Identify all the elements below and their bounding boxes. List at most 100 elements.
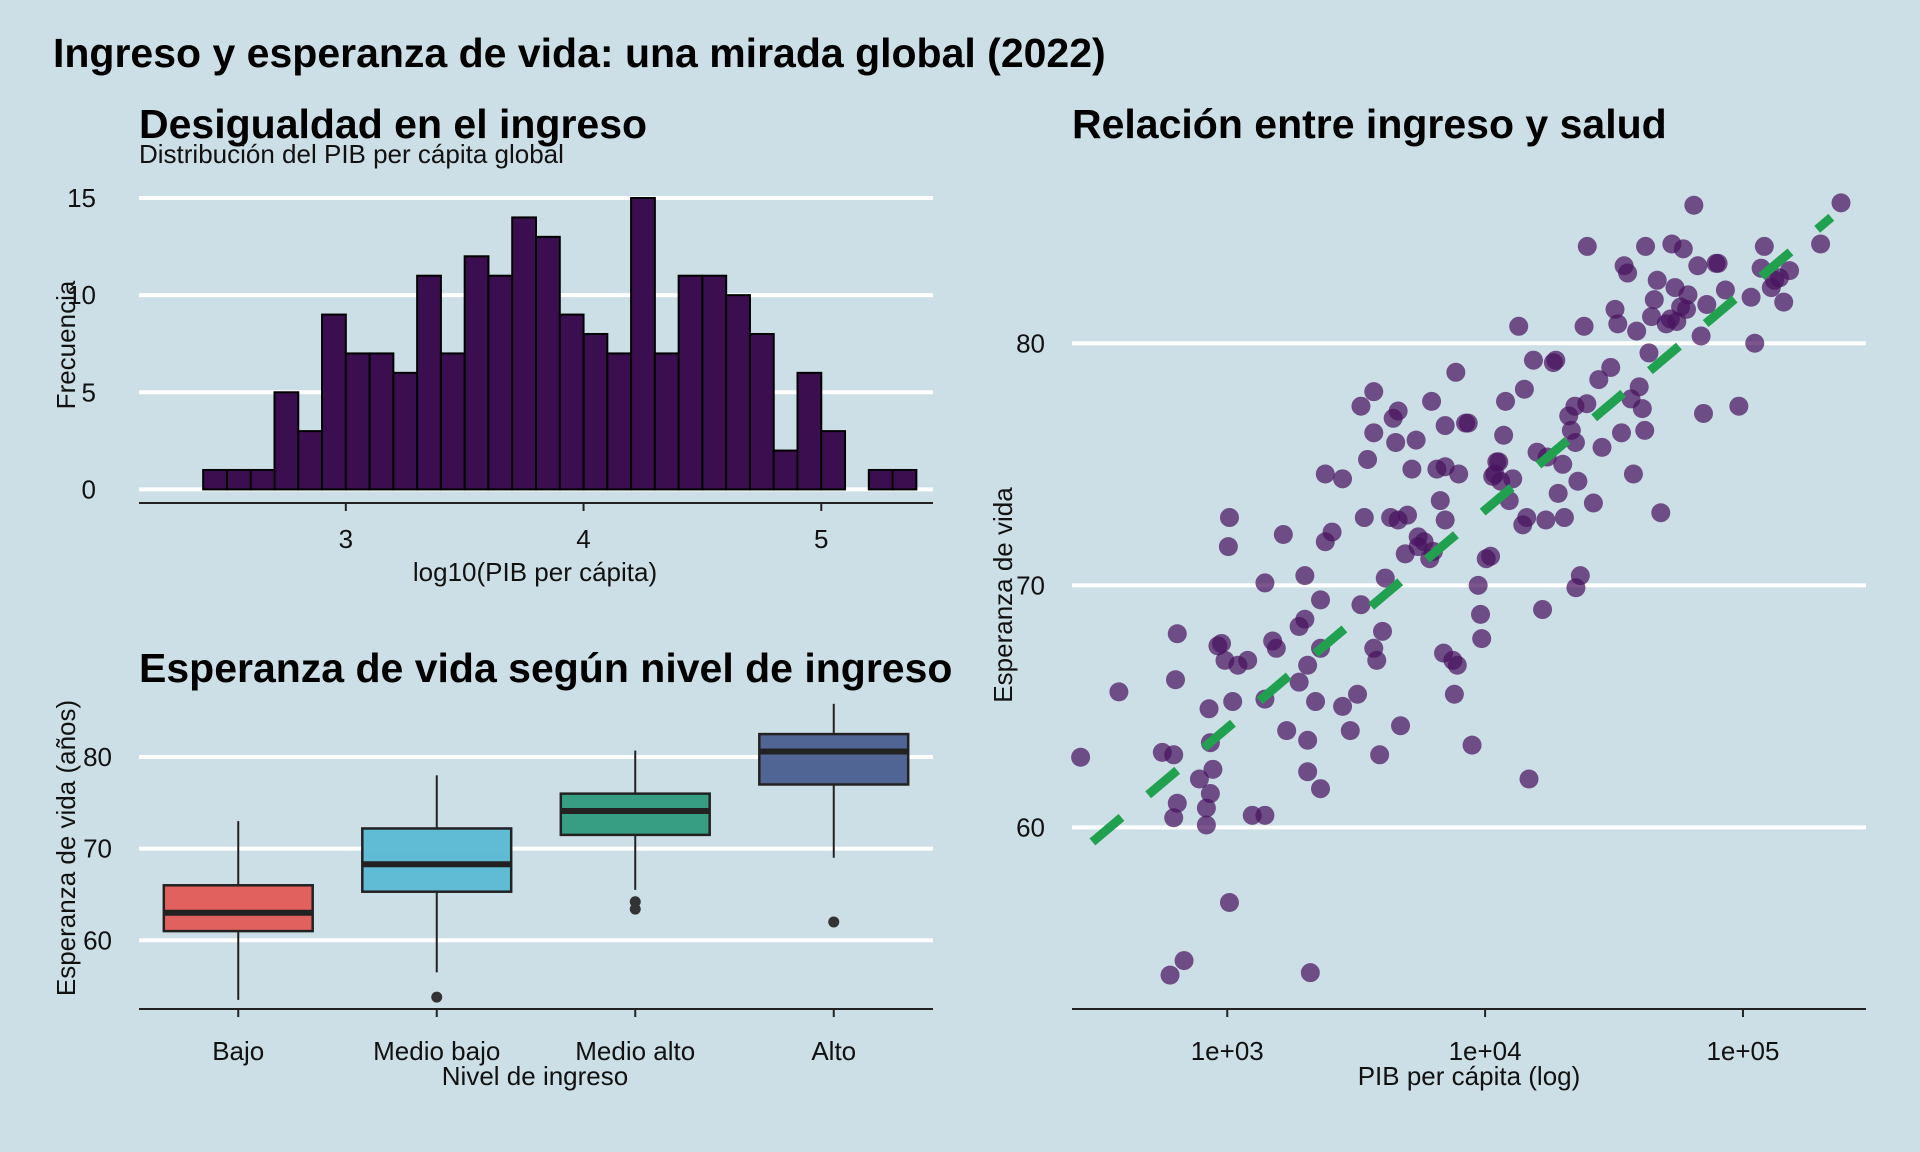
boxplot-category-label: Bajo: [212, 1036, 264, 1066]
histogram-bar: [748, 332, 775, 491]
histogram-bar: [796, 371, 823, 491]
scatter-point: [1354, 508, 1374, 528]
scatter-point: [1574, 316, 1594, 336]
scatter-point: [1200, 784, 1220, 804]
scatter-point: [1673, 239, 1693, 259]
scatter-point: [1570, 566, 1590, 586]
histogram-bar: [653, 352, 680, 491]
scatter-point: [1386, 433, 1406, 453]
histogram-bar: [439, 352, 466, 491]
scatter-point: [1397, 505, 1417, 525]
boxplot-box: [758, 732, 910, 786]
boxplot-box: [361, 827, 513, 893]
boxplot-category-label: Alto: [811, 1036, 856, 1066]
scatter-point: [1677, 299, 1697, 319]
histogram-bar: [463, 255, 490, 491]
boxplot-outlier: [629, 903, 641, 915]
scatter-point: [1391, 716, 1411, 736]
scatter-point: [1167, 793, 1187, 813]
scatter-point: [1402, 459, 1422, 479]
boxplot-axes: 60 70 80 Bajo Medio bajo Medio alto Alto: [83, 742, 933, 1066]
scatter-point: [1375, 568, 1395, 588]
scatter-point: [1481, 546, 1501, 566]
scatter-point: [1340, 721, 1360, 741]
scatter-point: [1219, 508, 1239, 528]
scatter-point: [1238, 650, 1258, 670]
scatter-point: [1523, 350, 1543, 370]
scatter-point: [1745, 333, 1765, 353]
scatter-point: [1164, 745, 1184, 765]
scatter-title: Relación entre ingreso y salud: [1072, 101, 1667, 147]
scatter-point: [1774, 292, 1794, 312]
scatter-x-tick-label: 1e+05: [1706, 1036, 1779, 1066]
scatter-point: [1367, 650, 1387, 670]
scatter-point: [1199, 699, 1219, 719]
scatter-x-tick-label: 1e+04: [1449, 1036, 1522, 1066]
scatter-point: [1519, 769, 1539, 789]
scatter-point: [1554, 508, 1574, 528]
scatter-point: [1364, 423, 1384, 443]
scatter-point: [1447, 655, 1467, 675]
histogram-bar: [606, 352, 633, 491]
scatter-point: [1435, 510, 1455, 530]
scatter-point: [1577, 394, 1597, 414]
scatter-point: [1266, 638, 1286, 658]
scatter-point: [1462, 735, 1482, 755]
histogram-bar: [368, 352, 395, 491]
scatter-point: [1568, 471, 1588, 491]
scatter-point: [1583, 493, 1603, 513]
histogram-bar: [677, 274, 704, 491]
boxplot-boxes: [162, 703, 910, 1003]
scatter-point: [1333, 469, 1353, 489]
scatter-point: [1647, 270, 1667, 290]
boxplot-outlier: [431, 991, 443, 1003]
scatter-point: [1536, 510, 1556, 530]
scatter-y-tick-label: 80: [1016, 328, 1045, 358]
scatter-point: [1167, 624, 1187, 644]
histogram-bar: [701, 274, 728, 491]
scatter-point: [1496, 391, 1516, 411]
scatter-point: [1255, 805, 1275, 825]
boxplot-outlier: [828, 916, 840, 928]
scatter-point: [1517, 508, 1537, 528]
scatter-point: [1514, 379, 1534, 399]
scatter-point: [1715, 280, 1735, 300]
histogram-bar: [582, 332, 609, 491]
scatter-point: [1639, 343, 1659, 363]
scatter-y-tick-label: 60: [1016, 812, 1045, 842]
scatter-point: [1472, 629, 1492, 649]
scatter-point: [1548, 483, 1568, 503]
scatter-point: [1471, 604, 1491, 624]
scatter-point: [1684, 195, 1704, 215]
scatter-point: [1533, 600, 1553, 620]
scatter-point: [1623, 464, 1643, 484]
histogram-bar: [297, 430, 324, 491]
scatter-point: [1358, 449, 1378, 469]
scatter-point: [1311, 590, 1331, 610]
histogram-bar: [344, 352, 371, 491]
scatter-point: [1219, 892, 1239, 912]
boxplot-category-label: Medio alto: [575, 1036, 695, 1066]
histogram-bar: [225, 468, 252, 491]
histogram-bar: [558, 313, 585, 491]
scatter-point: [1458, 413, 1478, 433]
scatter-point: [1694, 403, 1714, 423]
scatter-point: [1164, 808, 1184, 828]
scatter-point: [1295, 609, 1315, 629]
scatter-point: [1322, 522, 1342, 542]
scatter-point: [1255, 573, 1275, 593]
scatter-point: [1430, 491, 1450, 511]
scatter-point: [1446, 362, 1466, 382]
scatter-point: [1196, 798, 1216, 818]
scatter-point: [1729, 396, 1749, 416]
scatter-point: [1435, 416, 1455, 436]
scatter-point: [1708, 253, 1728, 273]
scatter-point: [1166, 670, 1186, 690]
scatter-point: [1071, 747, 1091, 767]
scatter-point: [1741, 287, 1761, 307]
scatter-point: [1298, 730, 1318, 750]
histogram-x-tick-label: 3: [339, 524, 353, 554]
scatter-point: [1546, 350, 1566, 370]
scatter-point: [1212, 633, 1232, 653]
